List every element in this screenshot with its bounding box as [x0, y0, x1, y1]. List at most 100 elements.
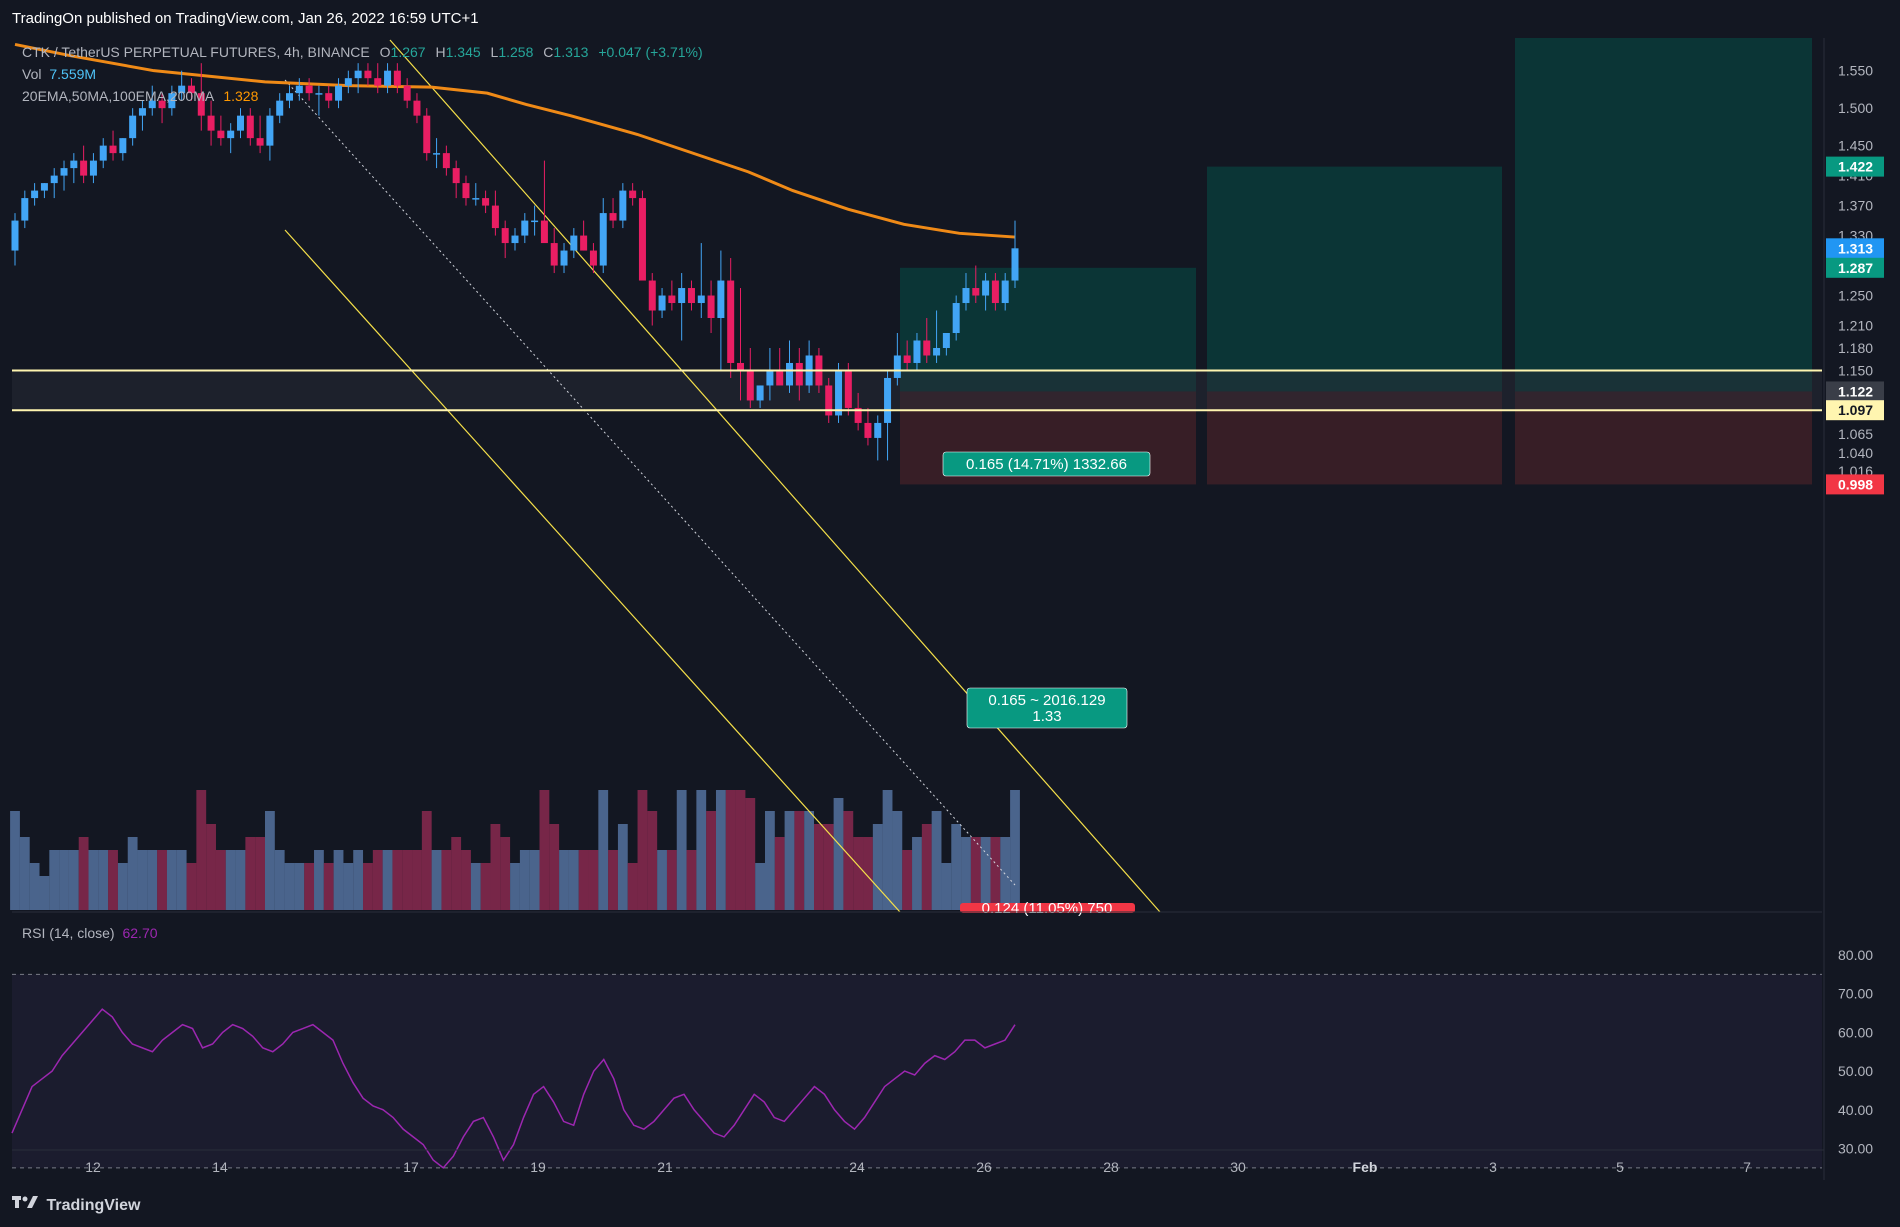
price-badge: 0.998 — [1826, 474, 1884, 495]
volume-bar — [353, 850, 364, 910]
candle-body — [786, 362, 794, 386]
position-label-top-box — [942, 451, 1151, 477]
time-tick-label: 14 — [212, 1159, 228, 1175]
position-label-bottom-box — [960, 903, 1135, 913]
high-label: H — [435, 44, 446, 60]
candle-body — [433, 153, 441, 155]
volume-bar — [39, 876, 50, 910]
channel-lower-line — [284, 229, 901, 913]
volume-bar — [637, 790, 648, 910]
candle-body — [148, 100, 156, 109]
volume-bar — [304, 863, 315, 910]
candle-body — [335, 85, 343, 101]
volume-bar — [196, 790, 207, 910]
price-tick-label: 1.370 — [1838, 198, 1873, 214]
candle-body — [550, 243, 558, 266]
candle-body — [1001, 280, 1009, 304]
volume-bar — [804, 811, 815, 910]
volume-bar — [980, 837, 991, 910]
candle-body — [599, 213, 607, 266]
close-label: C — [543, 44, 554, 60]
volume-bar — [666, 850, 677, 910]
volume-bar — [117, 863, 128, 910]
volume-bar — [19, 837, 30, 910]
volume-bar — [706, 811, 716, 910]
price-tick-label: 1.210 — [1838, 318, 1873, 334]
price-chart[interactable]: 0.165 (14.71%) 1332.660.165 ~ 2016.1291.… — [0, 38, 1900, 1188]
volume-bar — [892, 811, 903, 910]
profit-zone-3 — [1515, 38, 1812, 392]
rsi-value: 62.70 — [122, 925, 158, 941]
volume-bar — [412, 850, 422, 910]
candle-body — [276, 100, 284, 116]
price-tick-label: 1.450 — [1838, 138, 1873, 154]
volume-bar — [137, 850, 148, 910]
candle-body — [89, 160, 97, 176]
volume-bar — [215, 850, 226, 910]
candle-body — [923, 340, 931, 356]
volume-bar — [941, 863, 952, 910]
loss-zone-2 — [1207, 391, 1502, 485]
volume-legend: Vol 7.559M — [22, 66, 96, 82]
time-tick-label: 28 — [1103, 1159, 1119, 1175]
price-tick-label: 1.600 — [1838, 38, 1873, 41]
volume-bar — [902, 850, 913, 910]
volume-bar — [225, 850, 236, 910]
time-tick-label: 5 — [1616, 1159, 1624, 1175]
position-label-top-text: 0.165 (14.71%) 1332.66 — [966, 456, 1127, 473]
position-label-bottom-text: 0.124 (11.05%) 750 — [982, 900, 1113, 917]
volume-bar — [186, 863, 197, 910]
volume-bar — [1010, 790, 1020, 910]
candle-body — [374, 78, 382, 86]
price-badge-text: 0.998 — [1838, 476, 1873, 492]
rsi-label: RSI (14, close) — [22, 925, 115, 941]
volume-bar — [725, 790, 736, 910]
price-badge-box — [1826, 400, 1884, 421]
volume-bar — [166, 850, 177, 910]
volume-bar — [127, 837, 138, 910]
candle-body — [99, 145, 107, 161]
volume-bar — [608, 850, 618, 910]
volume-bar — [490, 824, 501, 910]
volume-bar — [657, 850, 667, 910]
candle-body — [21, 198, 29, 221]
volume-bar — [814, 824, 824, 910]
price-badge-text: 1.287 — [1838, 260, 1873, 276]
volume-bar — [863, 837, 873, 910]
volume-bar — [333, 850, 344, 910]
volume-bar — [598, 790, 609, 910]
volume-bar — [794, 811, 805, 910]
volume-bar — [88, 850, 99, 910]
volume-bar — [284, 863, 295, 910]
ma-label: 20EMA,50MA,100EMA,200MA — [22, 88, 214, 104]
change-value: +0.047 (+3.71%) — [598, 44, 703, 60]
volume-bar — [59, 850, 69, 910]
candle-body — [776, 370, 784, 386]
candle-body — [413, 100, 421, 116]
candle-body — [589, 250, 597, 266]
volume-bar — [500, 837, 511, 910]
candle-body — [501, 228, 509, 244]
channel-mid-line — [284, 79, 1016, 886]
rsi-tick-label: 50.00 — [1838, 1063, 1873, 1079]
volume-bar — [647, 811, 658, 910]
volume-bar — [157, 850, 167, 910]
volume-bar — [78, 837, 89, 910]
candle-body — [638, 198, 646, 281]
candle-body — [835, 370, 843, 416]
candle-body — [629, 190, 637, 199]
rsi-tick-label: 60.00 — [1838, 1024, 1873, 1040]
volume-bar — [627, 863, 638, 910]
candle-body — [825, 385, 833, 416]
price-badge-box — [1826, 238, 1884, 259]
candle-body — [197, 93, 205, 116]
volume-bar — [265, 811, 275, 910]
candle-body — [207, 115, 215, 131]
price-tick-label: 1.180 — [1838, 340, 1873, 356]
volume-bar — [696, 790, 707, 910]
volume-bar — [461, 850, 471, 910]
candle-body — [972, 288, 980, 296]
position-label-bottom: 0.124 (11.05%) 750 — [960, 900, 1135, 917]
rsi-tick-label: 70.00 — [1838, 986, 1873, 1002]
candle-body — [560, 250, 568, 266]
